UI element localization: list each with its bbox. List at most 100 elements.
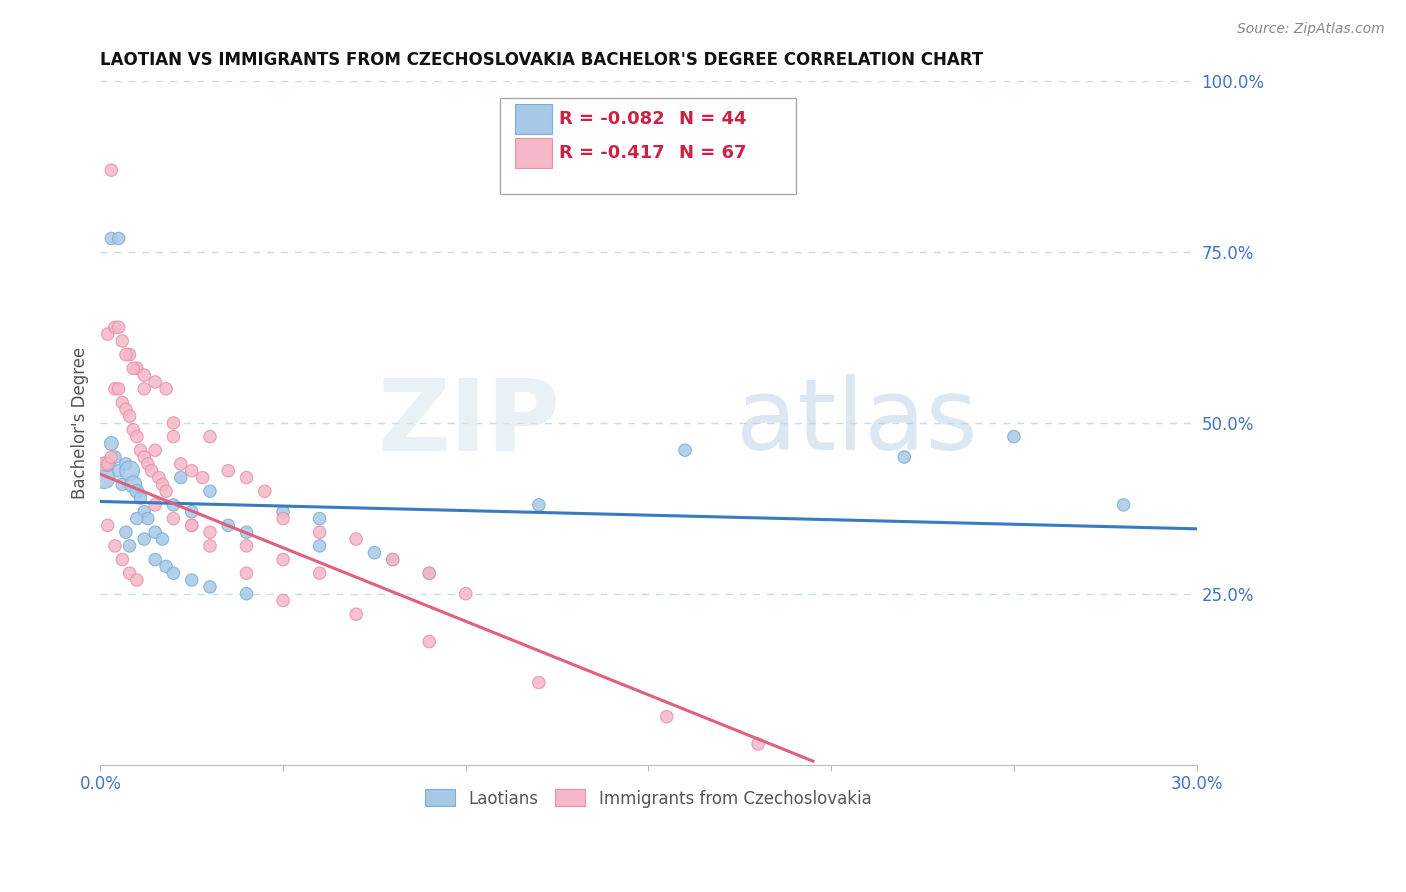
Point xyxy=(118,566,141,581)
Point xyxy=(122,477,145,491)
Y-axis label: Bachelor's Degree: Bachelor's Degree xyxy=(72,347,89,499)
Point xyxy=(198,539,221,553)
Text: ZIP: ZIP xyxy=(378,375,561,472)
Point xyxy=(191,470,214,484)
Point xyxy=(134,532,156,546)
Point xyxy=(111,334,134,348)
Point xyxy=(162,416,184,430)
Point xyxy=(454,587,477,601)
Text: R = -0.082: R = -0.082 xyxy=(558,110,664,128)
Point xyxy=(308,525,330,540)
Point xyxy=(162,498,184,512)
Point xyxy=(1112,498,1135,512)
Point xyxy=(143,498,166,512)
Point xyxy=(134,368,156,383)
Point xyxy=(136,511,159,525)
Point xyxy=(217,464,239,478)
Point xyxy=(271,505,294,519)
Point xyxy=(198,429,221,443)
Point xyxy=(122,361,145,376)
Point xyxy=(180,518,202,533)
Point xyxy=(217,518,239,533)
Point xyxy=(308,511,330,525)
Point xyxy=(381,552,404,566)
Point xyxy=(418,566,440,581)
Point xyxy=(115,348,138,362)
Point xyxy=(162,429,184,443)
Point xyxy=(152,477,174,491)
Point xyxy=(155,484,177,499)
Point xyxy=(143,525,166,540)
Legend: Laotians, Immigrants from Czechoslovakia: Laotians, Immigrants from Czechoslovakia xyxy=(419,783,879,814)
Point xyxy=(100,436,122,450)
Point xyxy=(180,518,202,533)
Point xyxy=(97,327,120,342)
Point xyxy=(107,382,129,396)
Point xyxy=(344,532,367,546)
Point xyxy=(107,320,129,334)
Point xyxy=(125,429,148,443)
Point xyxy=(893,450,915,464)
Point xyxy=(125,484,148,499)
Point xyxy=(363,546,385,560)
Point xyxy=(134,382,156,396)
Point xyxy=(308,566,330,581)
Point xyxy=(527,675,550,690)
Point xyxy=(381,552,404,566)
Point xyxy=(235,587,257,601)
Text: R = -0.417: R = -0.417 xyxy=(558,145,664,162)
Point xyxy=(118,348,141,362)
Point xyxy=(118,409,141,423)
Point xyxy=(134,505,156,519)
Point xyxy=(148,470,170,484)
Point xyxy=(104,450,127,464)
Point xyxy=(180,464,202,478)
Point xyxy=(170,470,193,484)
Point xyxy=(129,491,152,505)
Point xyxy=(198,525,221,540)
Point xyxy=(152,532,174,546)
Point xyxy=(308,539,330,553)
Point xyxy=(111,477,134,491)
Point xyxy=(235,525,257,540)
Point xyxy=(118,464,141,478)
Point xyxy=(143,552,166,566)
Point xyxy=(104,382,127,396)
Point xyxy=(253,484,276,499)
Point xyxy=(180,505,202,519)
Point xyxy=(129,443,152,458)
FancyBboxPatch shape xyxy=(501,98,796,194)
Point xyxy=(155,382,177,396)
Point xyxy=(418,634,440,648)
Point xyxy=(235,470,257,484)
Point xyxy=(235,539,257,553)
Point xyxy=(111,395,134,409)
Point xyxy=(122,423,145,437)
Point xyxy=(100,450,122,464)
Point xyxy=(143,443,166,458)
Point xyxy=(198,580,221,594)
Point xyxy=(115,457,138,471)
Point xyxy=(673,443,696,458)
Point xyxy=(97,518,120,533)
Point xyxy=(141,464,163,478)
Point xyxy=(125,361,148,376)
FancyBboxPatch shape xyxy=(515,103,553,134)
Point xyxy=(104,539,127,553)
Point xyxy=(271,552,294,566)
Point xyxy=(115,402,138,417)
Point xyxy=(180,573,202,587)
Point xyxy=(155,559,177,574)
Point xyxy=(1002,429,1025,443)
Point xyxy=(97,457,120,471)
Point xyxy=(111,552,134,566)
Point xyxy=(104,320,127,334)
Point xyxy=(97,457,120,471)
Text: N = 44: N = 44 xyxy=(679,110,747,128)
Point xyxy=(100,163,122,178)
Point xyxy=(100,231,122,245)
Point xyxy=(93,457,115,471)
Point xyxy=(418,566,440,581)
Point xyxy=(235,566,257,581)
Point xyxy=(118,539,141,553)
